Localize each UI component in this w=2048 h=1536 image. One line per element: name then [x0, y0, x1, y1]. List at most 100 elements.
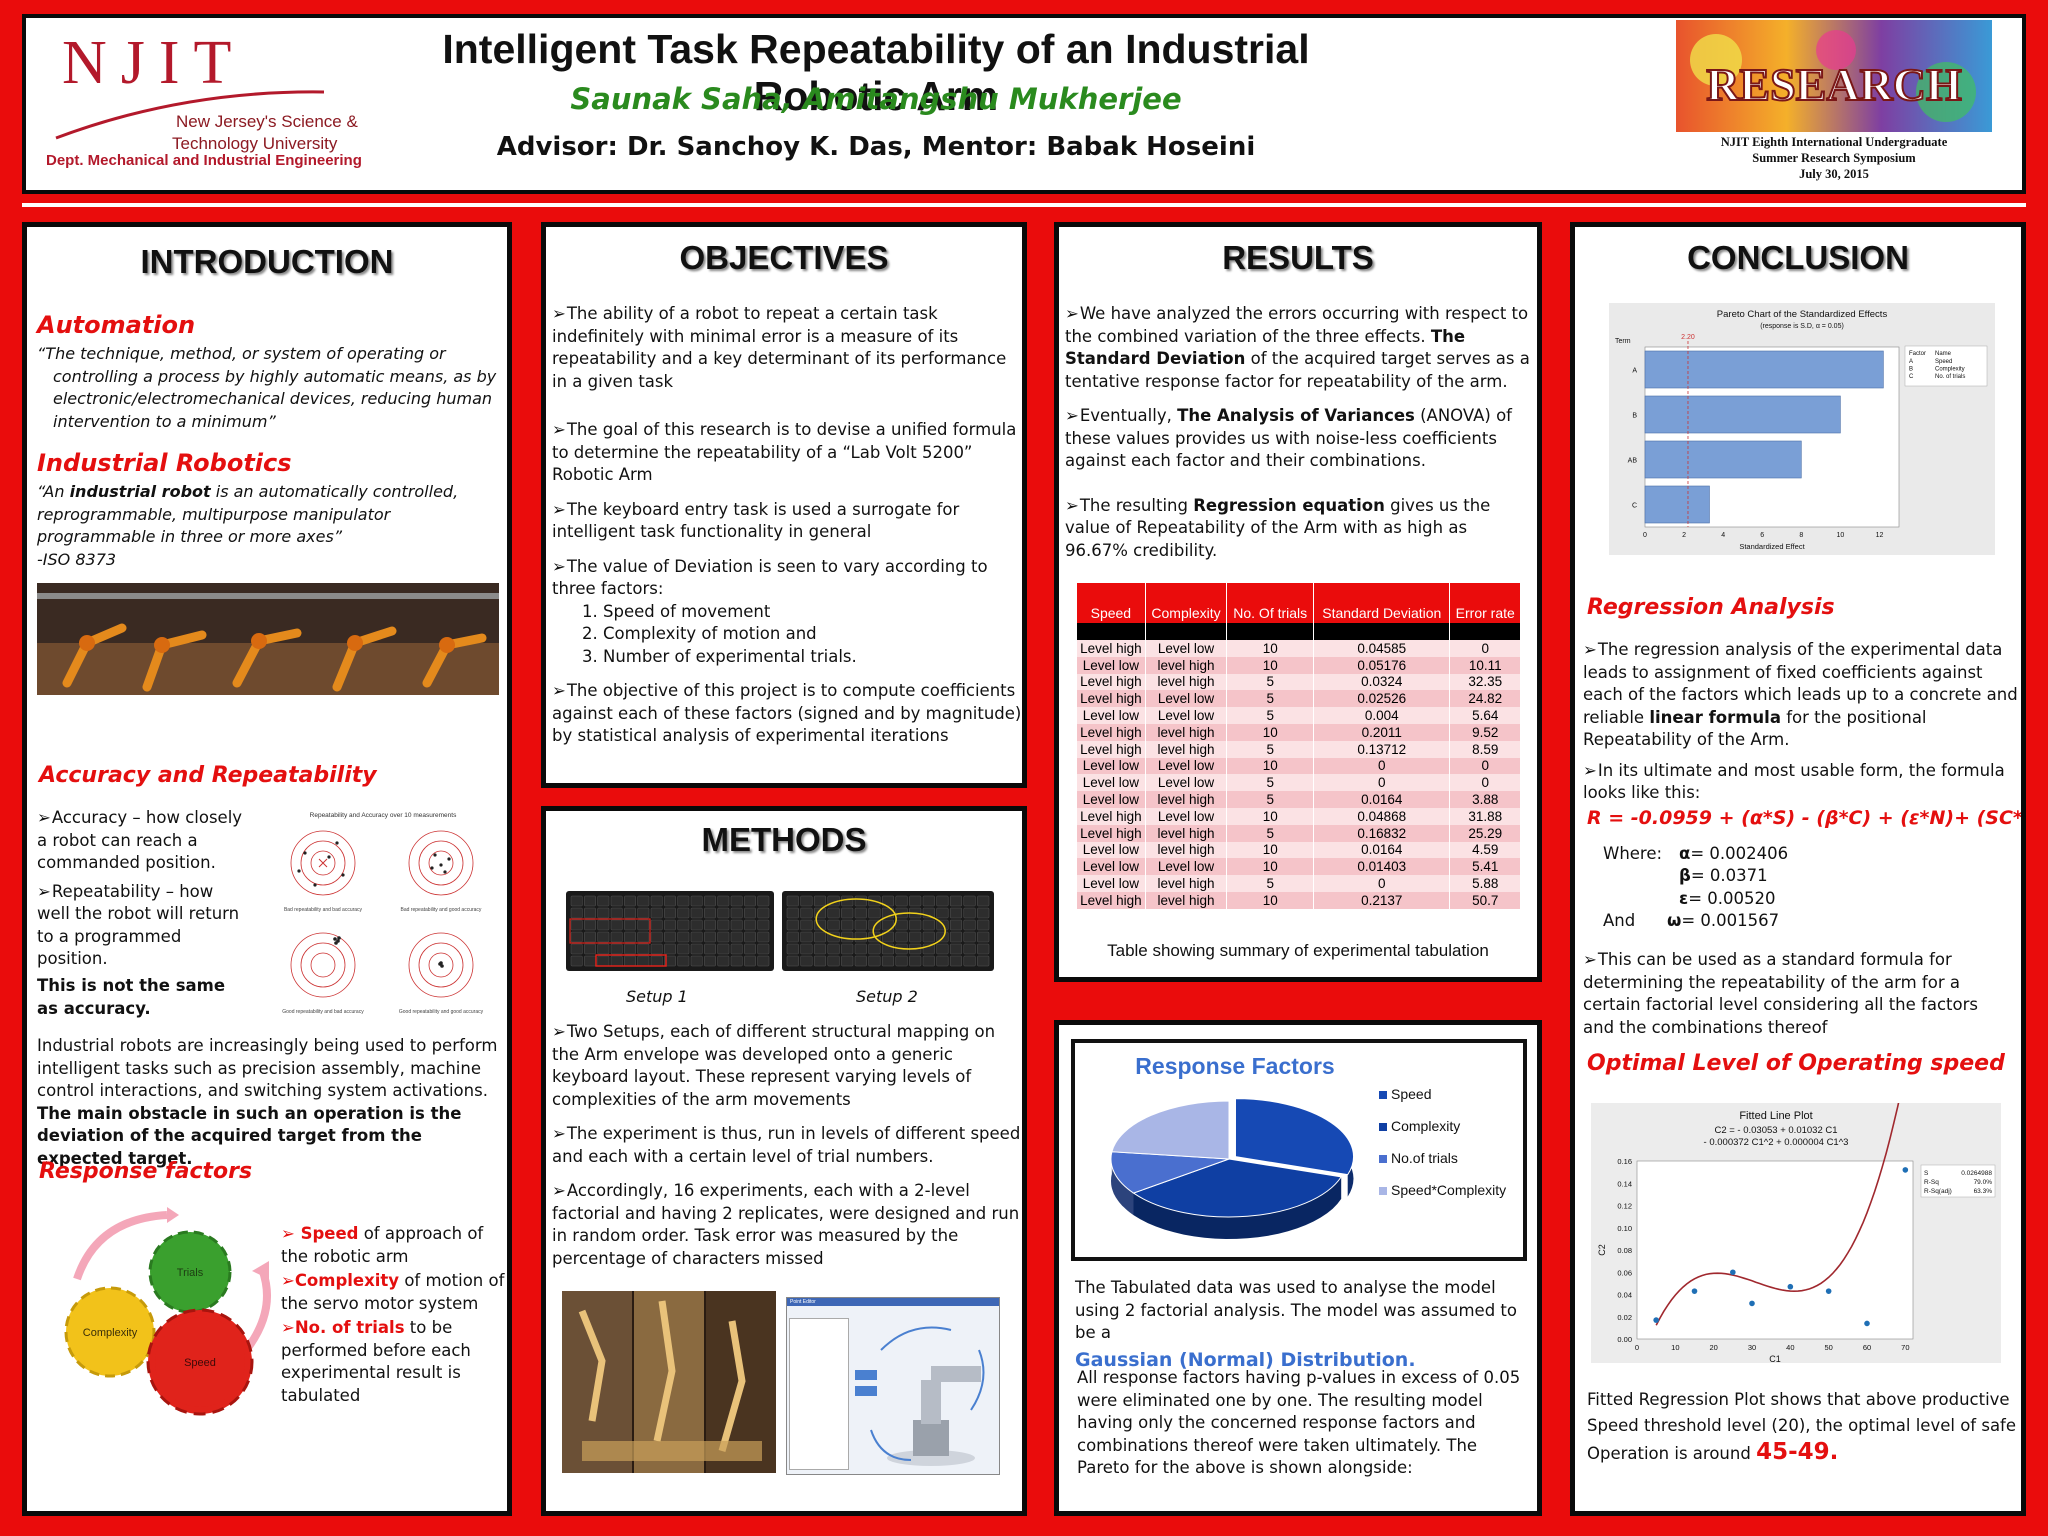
keyboard-key — [730, 919, 743, 931]
pareto-x-tick: 12 — [1876, 532, 1884, 539]
table-cell: level high — [1145, 791, 1228, 808]
keyboard-key — [610, 895, 623, 907]
table-cell: 24.82 — [1449, 690, 1521, 708]
keyboard-key — [597, 919, 610, 931]
coef-omega: ω= 0.001567 — [1667, 911, 1780, 930]
keyboard-key — [909, 931, 922, 943]
keyboard-key — [624, 895, 636, 907]
fitted-data-point — [1825, 1288, 1832, 1294]
keyboard-key — [730, 955, 743, 967]
th-complexity: Complexity — [1145, 583, 1228, 623]
accuracy-bullet: Accuracy – how closely a robot can reach… — [37, 807, 247, 875]
table-cell: Level low — [1145, 858, 1228, 876]
fitted-y-tick: 0.06 — [1617, 1268, 1632, 1277]
pie-title: Response Factors — [1135, 1053, 1335, 1079]
optimal-heading: Optimal Level of Operating speed — [1587, 1051, 2005, 1076]
keyboard-key — [841, 919, 854, 931]
logo-line2: Technology University — [172, 134, 338, 153]
keyboard-key — [637, 943, 650, 955]
keyboard-key — [584, 943, 596, 955]
keyboard-key — [650, 931, 663, 943]
setup-2-label: Setup 2 — [856, 987, 918, 1006]
objectives-p2: The goal of this research is to devise a… — [552, 419, 1022, 487]
keyboard-key — [868, 955, 881, 967]
objectives-panel: OBJECTIVES The ability of a robot to rep… — [541, 222, 1027, 788]
pareto-legend-name: Speed — [1935, 359, 1952, 365]
optimal-speed-value: 45-49. — [1756, 1439, 1839, 1465]
keyboard-setup-1-image — [566, 891, 774, 971]
divider-cell — [1077, 623, 1146, 640]
fitted-regression-line — [1655, 1103, 1900, 1326]
rf-trials-label: No. of trials — [294, 1318, 405, 1337]
logo-line1: New Jersey's Science & — [176, 112, 358, 131]
table-cell: 0.05176 — [1313, 656, 1451, 674]
logo-wordmark: NJIT — [62, 29, 246, 97]
pie-side-no-of-trials — [1111, 1151, 1134, 1216]
keyboard-key — [584, 907, 596, 919]
divider-line — [22, 203, 2026, 207]
keyboard-key — [827, 955, 840, 967]
pareto-term-label: A — [1632, 368, 1637, 375]
table-cell: Level low — [1077, 858, 1146, 876]
table-row: Level high level high 5 0.13712 8.59 — [1077, 740, 1521, 758]
keyboard-key — [597, 931, 610, 943]
table-cell: 10 — [1226, 841, 1315, 859]
factor-1-text: Speed of movement — [603, 601, 771, 621]
table-row: Level high level high 10 0.2137 50.7 — [1077, 891, 1521, 909]
table-cell: 10 — [1226, 640, 1315, 657]
pie-slice-complexity — [1132, 1158, 1343, 1218]
table-cell: level high — [1145, 673, 1228, 691]
response-factors-pie-chart: Speed Complexity No.of trials Speed*Complex… — [1110, 1086, 1506, 1239]
symposium-info: NJIT Eighth International Undergraduate … — [1666, 134, 2002, 182]
table-cell: 4.59 — [1449, 841, 1521, 859]
keyboard-key — [610, 907, 623, 919]
divider-cell — [1226, 623, 1315, 640]
pareto-legend-factor: B — [1909, 367, 1913, 373]
fitted-y-tick: 0.02 — [1617, 1313, 1632, 1322]
table-cell: Level high — [1077, 740, 1146, 758]
response-factors-heading: Response factors — [39, 1159, 253, 1184]
keyboard-key — [868, 907, 881, 919]
keyboard-setup-2-image — [782, 891, 994, 971]
table-divider-row — [1077, 623, 1521, 640]
keyboard-key — [827, 943, 840, 955]
table-cell: 10 — [1226, 656, 1315, 674]
target-label-3: Good repeatability and bad accuracy — [282, 1009, 364, 1015]
keyboard-key — [813, 931, 827, 943]
highlight-mark — [595, 954, 667, 967]
factor-3-text: Number of experimental trials. — [603, 646, 857, 666]
accuracy-bullet-text: Accuracy – how closely a robot can reach… — [37, 808, 242, 872]
fitted-x-tick: 30 — [1748, 1343, 1756, 1352]
keyboard-key — [949, 955, 963, 967]
keyboard-key — [757, 943, 770, 955]
table-cell: 10 — [1226, 891, 1315, 909]
point-editor-title: Point Editor — [790, 1299, 816, 1305]
keyboard-key — [717, 931, 730, 943]
table-row: Level high Level low 5 0.02526 24.82 — [1077, 690, 1521, 708]
fitted-data-point — [1691, 1288, 1698, 1294]
table-cell: 5 — [1226, 791, 1315, 808]
keyboard-key — [922, 955, 935, 967]
robot-arm-render — [855, 1326, 985, 1466]
keyboard-key — [717, 955, 730, 967]
pareto-legend-name: No. of trials — [1935, 374, 1965, 380]
table-cell: 3.88 — [1449, 791, 1521, 808]
methods-p2-text: The experiment is thus, run in levels of… — [552, 1124, 1020, 1166]
pie-slice-speed-complexity — [1111, 1100, 1230, 1160]
keyboard-key — [936, 907, 949, 919]
results-p1: We have analyzed the errors occurring wi… — [1065, 303, 1535, 393]
keyboard-key — [786, 955, 799, 967]
fitted-y-tick: 0.14 — [1617, 1179, 1632, 1188]
table-cell: 0 — [1313, 757, 1451, 775]
gear-speed-label: Speed — [184, 1357, 216, 1369]
table-cell: level high — [1145, 656, 1228, 674]
results-p4-text: The Tabulated data was used to analyse t… — [1075, 1278, 1517, 1342]
table-cell: 5 — [1226, 875, 1315, 892]
keyboard-key — [744, 943, 756, 955]
results-p5-text: All response factors having p-values in … — [1077, 1368, 1521, 1477]
keyboard-key — [650, 907, 663, 919]
keyboard-key — [597, 907, 610, 919]
keyboard-key — [800, 931, 813, 943]
keyboard-key — [744, 931, 756, 943]
table-row: Level low Level low 10 0.01403 5.41 — [1077, 858, 1521, 876]
